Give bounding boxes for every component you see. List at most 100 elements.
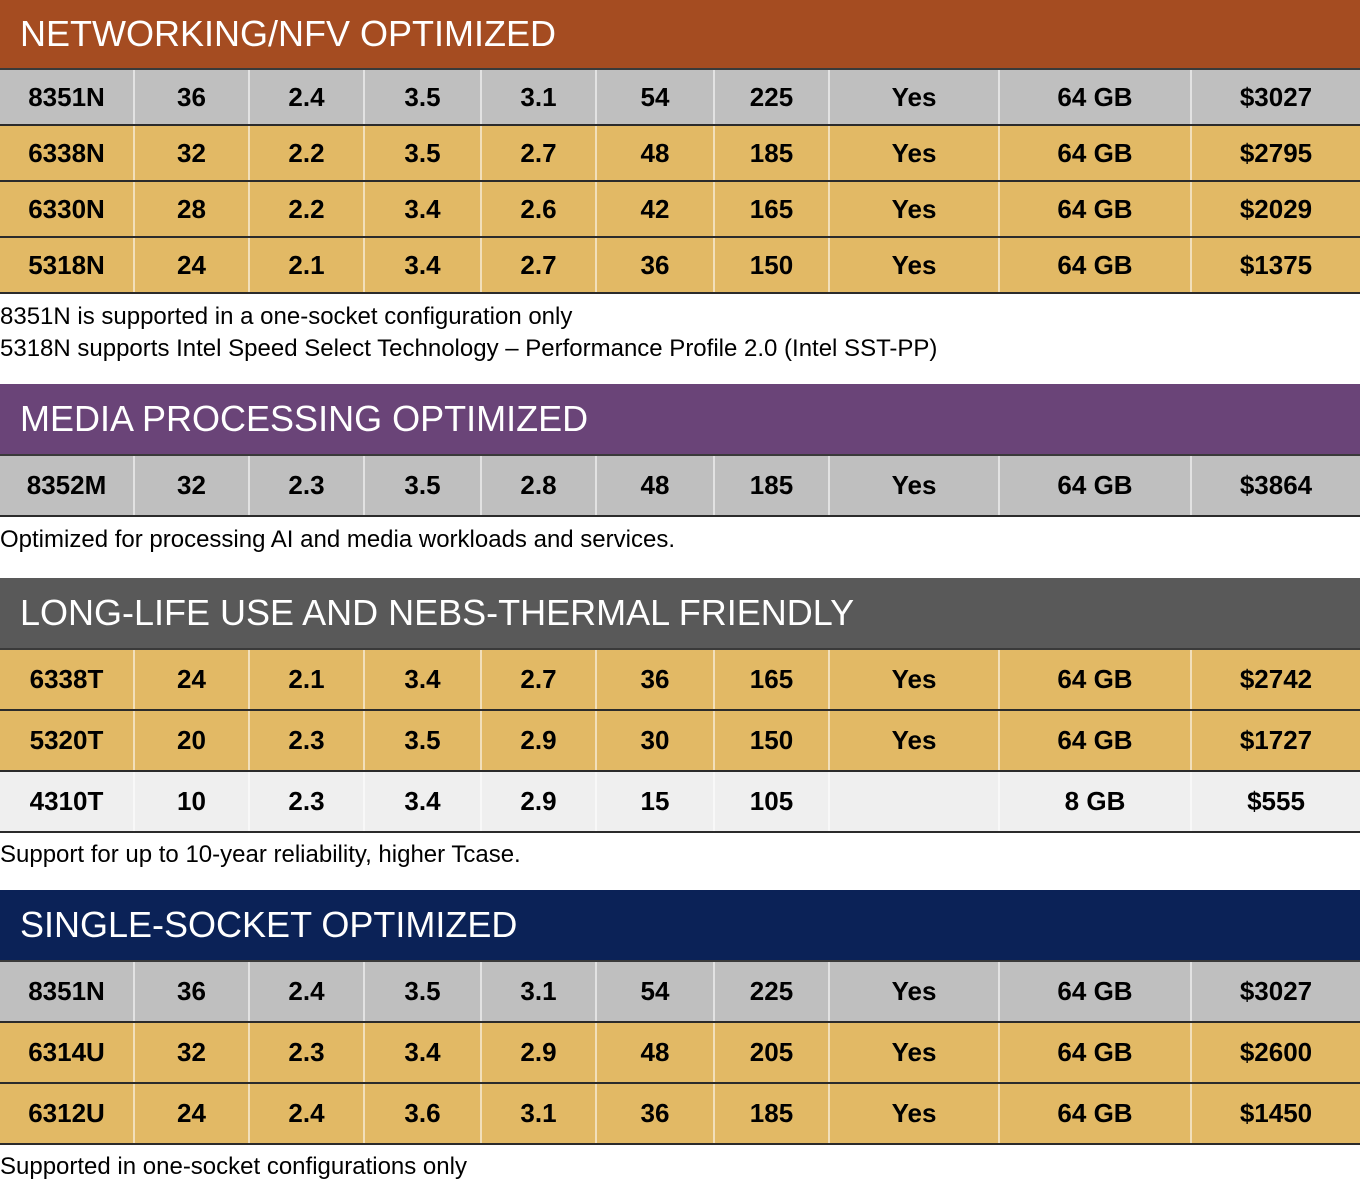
section-note: 5318N supports Intel Speed Select Techno… bbox=[0, 335, 938, 362]
cell-cores: 10 bbox=[135, 772, 250, 831]
cell-all-core-turbo: 2.6 bbox=[482, 182, 597, 236]
cell-all-core-turbo: 2.7 bbox=[482, 238, 597, 292]
cell-cache: 42 bbox=[597, 182, 715, 236]
cell-all-core-turbo: 3.1 bbox=[482, 70, 597, 124]
cell-price: $2600 bbox=[1239, 1037, 1313, 1067]
cell-cache: 48 bbox=[597, 126, 715, 180]
section-header-media: MEDIA PROCESSING OPTIMIZED bbox=[0, 384, 1360, 456]
cell-base-freq: 2.4 bbox=[250, 1084, 365, 1143]
cell-sgx: Yes bbox=[830, 456, 1000, 515]
section-note: Support for up to 10-year reliability, h… bbox=[0, 841, 521, 868]
cell-memory: 8 GB bbox=[1000, 772, 1192, 831]
table-row: 8351N 36 2.4 3.5 3.1 54 225 Yes 64 GB $3027 bbox=[0, 962, 1360, 1023]
cell-tdp: 185 bbox=[715, 456, 830, 515]
cell-cores: 24 bbox=[135, 1084, 250, 1143]
section-header-single-socket: SINGLE-SOCKET OPTIMIZED bbox=[0, 890, 1360, 962]
cell-cache: 54 bbox=[597, 962, 715, 1021]
cell-base-freq: 2.3 bbox=[250, 456, 365, 515]
cell-price: $2742 bbox=[1239, 664, 1313, 694]
cell-all-core-turbo: 2.9 bbox=[482, 1023, 597, 1082]
cell-cores: 28 bbox=[135, 182, 250, 236]
section-title: LONG-LIFE USE AND NEBS-THERMAL FRIENDLY bbox=[20, 592, 855, 633]
cell-sgx: Yes bbox=[830, 1084, 1000, 1143]
cell-model: 6314U bbox=[0, 1023, 135, 1082]
cell-cores: 24 bbox=[135, 650, 250, 709]
cell-price: $555 bbox=[1247, 786, 1305, 816]
cell-price: $1375 bbox=[1239, 249, 1313, 280]
cell-base-freq: 2.3 bbox=[250, 772, 365, 831]
cell-memory: 64 GB bbox=[1000, 962, 1192, 1021]
table-row: 6330N 28 2.2 3.4 2.6 42 165 Yes 64 GB $2029 bbox=[0, 182, 1360, 238]
cell-all-core-turbo: 3.1 bbox=[482, 1084, 597, 1143]
section-note: Supported in one-socket configurations o… bbox=[0, 1153, 467, 1180]
cell-base-freq: 2.4 bbox=[250, 70, 365, 124]
cell-cache: 15 bbox=[597, 772, 715, 831]
cell-model: 5318N bbox=[0, 238, 135, 292]
cell-base-freq: 2.3 bbox=[250, 1023, 365, 1082]
section-title: SINGLE-SOCKET OPTIMIZED bbox=[20, 904, 518, 945]
cell-price: $1450 bbox=[1239, 1098, 1313, 1128]
cell-model: 8351N bbox=[0, 962, 135, 1021]
cell-tdp: 185 bbox=[715, 126, 830, 180]
cell-price: $3864 bbox=[1239, 470, 1313, 500]
cell-cores: 32 bbox=[135, 456, 250, 515]
table-row: 6314U 32 2.3 3.4 2.9 48 205 Yes 64 GB $2600 bbox=[0, 1023, 1360, 1084]
cell-all-core-turbo: 2.9 bbox=[482, 772, 597, 831]
cell-cache: 36 bbox=[597, 1084, 715, 1143]
cell-cores: 32 bbox=[135, 126, 250, 180]
cell-memory: 64 GB bbox=[1000, 1023, 1192, 1082]
cell-sgx: Yes bbox=[830, 711, 1000, 770]
cell-model: 8352M bbox=[0, 456, 135, 515]
cell-tdp: 225 bbox=[715, 962, 830, 1021]
cell-base-freq: 2.2 bbox=[250, 182, 365, 236]
cell-cores: 32 bbox=[135, 1023, 250, 1082]
cell-tdp: 150 bbox=[715, 711, 830, 770]
cell-cores: 24 bbox=[135, 238, 250, 292]
cell-turbo-freq: 3.5 bbox=[365, 711, 482, 770]
cell-all-core-turbo: 2.7 bbox=[482, 126, 597, 180]
cell-turbo-freq: 3.4 bbox=[365, 238, 482, 292]
cell-memory: 64 GB bbox=[1000, 711, 1192, 770]
cell-cores: 36 bbox=[135, 962, 250, 1021]
cell-all-core-turbo: 2.9 bbox=[482, 711, 597, 770]
cell-price: $3027 bbox=[1239, 976, 1313, 1006]
cell-sgx: Yes bbox=[830, 650, 1000, 709]
table-row: 8352M 32 2.3 3.5 2.8 48 185 Yes 64 GB $3864 bbox=[0, 456, 1360, 517]
section-title: MEDIA PROCESSING OPTIMIZED bbox=[20, 398, 589, 439]
cell-memory: 64 GB bbox=[1000, 1084, 1192, 1143]
cell-cores: 36 bbox=[135, 70, 250, 124]
cell-turbo-freq: 3.6 bbox=[365, 1084, 482, 1143]
cell-cache: 36 bbox=[597, 238, 715, 292]
section-title: NETWORKING/NFV OPTIMIZED bbox=[20, 13, 556, 54]
cell-base-freq: 2.4 bbox=[250, 962, 365, 1021]
cell-turbo-freq: 3.5 bbox=[365, 456, 482, 515]
cell-base-freq: 2.2 bbox=[250, 126, 365, 180]
table-row: 5320T 20 2.3 3.5 2.9 30 150 Yes 64 GB $1727 bbox=[0, 711, 1360, 772]
section-note: Optimized for processing AI and media wo… bbox=[0, 526, 675, 553]
cell-sgx: Yes bbox=[830, 238, 1000, 292]
cell-tdp: 185 bbox=[715, 1084, 830, 1143]
cell-model: 4310T bbox=[0, 772, 135, 831]
table-row: 6312U 24 2.4 3.6 3.1 36 185 Yes 64 GB $1450 bbox=[0, 1084, 1360, 1145]
table-row: 5318N 24 2.1 3.4 2.7 36 150 Yes 64 GB $1375 bbox=[0, 238, 1360, 294]
section-header-longlife: LONG-LIFE USE AND NEBS-THERMAL FRIENDLY bbox=[0, 578, 1360, 650]
table-row: 4310T 10 2.3 3.4 2.9 15 105 8 GB $555 bbox=[0, 772, 1360, 833]
cell-base-freq: 2.1 bbox=[250, 238, 365, 292]
cell-model: 6330N bbox=[0, 182, 135, 236]
cell-turbo-freq: 3.4 bbox=[365, 182, 482, 236]
cell-tdp: 225 bbox=[715, 70, 830, 124]
cell-model: 6338T bbox=[0, 650, 135, 709]
cell-cache: 54 bbox=[597, 70, 715, 124]
cell-cache: 48 bbox=[597, 456, 715, 515]
cell-cache: 36 bbox=[597, 650, 715, 709]
section-note: 8351N is supported in a one-socket confi… bbox=[0, 303, 573, 330]
cell-sgx: Yes bbox=[830, 962, 1000, 1021]
cell-turbo-freq: 3.5 bbox=[365, 126, 482, 180]
cell-turbo-freq: 3.5 bbox=[365, 70, 482, 124]
cell-price: $2795 bbox=[1239, 137, 1313, 168]
cell-all-core-turbo: 3.1 bbox=[482, 962, 597, 1021]
table-row: 6338T 24 2.1 3.4 2.7 36 165 Yes 64 GB $2742 bbox=[0, 650, 1360, 711]
table-row: 6338N 32 2.2 3.5 2.7 48 185 Yes 64 GB $2795 bbox=[0, 126, 1360, 182]
cell-model: 5320T bbox=[0, 711, 135, 770]
cell-turbo-freq: 3.4 bbox=[365, 650, 482, 709]
